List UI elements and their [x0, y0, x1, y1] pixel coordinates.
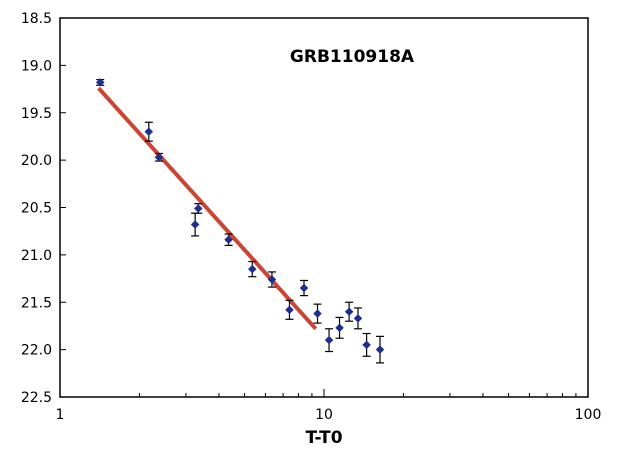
x-tick-label: 100 [575, 407, 602, 423]
x-axis-label: T-T0 [305, 428, 342, 448]
points-layer [95, 78, 385, 364]
data-point [324, 335, 334, 345]
x-tick-label: 10 [315, 407, 333, 423]
y-tick-label: 20.0 [21, 153, 52, 169]
y-tick-label: 19.0 [21, 58, 52, 74]
fit-layer [97, 86, 318, 331]
data-point [313, 309, 322, 318]
data-point [267, 275, 277, 284]
labels-layer: GRB110918A T-T0 [290, 47, 415, 448]
y-tick-label: 18.5 [21, 11, 52, 27]
data-point [335, 323, 344, 333]
y-tick-label: 19.5 [21, 106, 52, 122]
data-point [193, 204, 203, 213]
data-point [353, 314, 363, 323]
data-point [144, 127, 154, 137]
y-tick-label: 20.5 [21, 201, 52, 217]
data-point [95, 78, 105, 87]
data-point [362, 340, 371, 350]
data-point [224, 235, 233, 245]
y-tick-label: 21.5 [21, 295, 52, 311]
data-point [285, 305, 294, 315]
x-tick-label: 1 [56, 407, 65, 423]
plot-frame [59, 17, 589, 398]
data-point [344, 307, 354, 317]
data-point [247, 264, 257, 274]
chart-annotation: GRB110918A [290, 47, 415, 67]
data-point [190, 220, 200, 229]
y-tick-label: 22.5 [21, 390, 52, 406]
axes-layer: 18.5 19.0 19.5 20.0 20.5 21.0 21.5 22.0 22.51 10 1… [21, 11, 602, 423]
y-tick-label: 22.0 [21, 343, 52, 359]
data-point [299, 283, 309, 293]
data-point [375, 345, 385, 354]
data-point [154, 152, 164, 162]
fit-line [97, 86, 318, 331]
y-tick-label: 21.0 [21, 248, 52, 264]
